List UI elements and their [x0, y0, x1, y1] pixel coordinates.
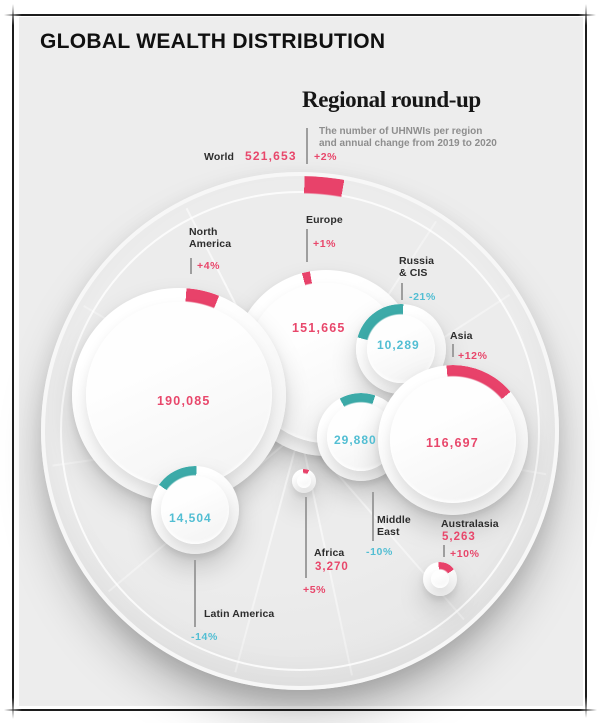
- bubble-africa: [292, 469, 316, 493]
- africa-label: Africa: [314, 547, 345, 559]
- chart-subtitle-line1: The number of UHNWIs per region: [319, 126, 483, 137]
- bubble-asia: [378, 365, 528, 515]
- world-divider-line: [306, 128, 308, 164]
- world-change: +2%: [314, 151, 338, 163]
- bubble-inner: [297, 474, 311, 488]
- world-label: World: [204, 151, 235, 163]
- bubble-inner: [431, 570, 449, 588]
- russia-cis-value: 10,289: [377, 338, 420, 352]
- bubble-inner: [86, 302, 272, 488]
- africa-leader-line: [305, 497, 307, 578]
- africa-value: 3,270: [315, 561, 349, 573]
- frame-border-top: [4, 14, 596, 16]
- asia-leader-line: [452, 344, 454, 357]
- asia-label: Asia: [450, 330, 473, 342]
- australasia-label: Australasia: [441, 518, 499, 530]
- frame-border-right: [585, 4, 587, 718]
- europe-leader-line: [306, 229, 308, 262]
- russia-cis-leader-line: [401, 283, 403, 300]
- north-america-tick: [190, 258, 192, 274]
- africa-change: +5%: [303, 584, 327, 596]
- chart-subtitle: The number of UHNWIs per region and annu…: [319, 126, 497, 150]
- north-america-value: 190,085: [157, 394, 211, 408]
- bubble-inner: [390, 377, 516, 503]
- frame-border-left: [12, 4, 14, 719]
- europe-change: +1%: [313, 238, 337, 250]
- middle-east-change: -10%: [366, 546, 393, 558]
- world-value: 521,653: [245, 149, 297, 163]
- frame-border-bottom: [4, 709, 597, 711]
- north-america-label: North America: [189, 226, 232, 250]
- latin-america-label: Latin America: [204, 608, 275, 620]
- middle-east-label: Middle East: [377, 514, 411, 538]
- latin-america-change: -14%: [191, 631, 218, 643]
- bubble-latin-america: [151, 466, 239, 554]
- page-title: GLOBAL WEALTH DISTRIBUTION: [40, 30, 386, 53]
- europe-value: 151,665: [292, 321, 346, 335]
- bubble-north-america: [72, 288, 286, 502]
- europe-label: Europe: [306, 214, 343, 226]
- australasia-tick: [443, 545, 445, 557]
- chart-heading: Regional round-up: [302, 87, 481, 112]
- middle-east-value: 29,880: [334, 433, 377, 447]
- north-america-change: +4%: [197, 260, 221, 272]
- australasia-change: +10%: [450, 548, 480, 560]
- bubble-australasia: [423, 562, 457, 596]
- bubble-inner: [161, 476, 229, 544]
- asia-value: 116,697: [426, 436, 479, 450]
- chart-subtitle-line2: and annual change from 2019 to 2020: [319, 138, 497, 149]
- australasia-value: 5,263: [442, 531, 476, 543]
- russia-cis-change: -21%: [409, 291, 436, 303]
- middle-east-leader-line: [372, 492, 374, 541]
- latin-america-leader-line: [194, 560, 196, 627]
- asia-change: +12%: [458, 350, 488, 362]
- latin-america-value: 14,504: [169, 511, 212, 525]
- russia-cis-label: Russia & CIS: [399, 255, 435, 279]
